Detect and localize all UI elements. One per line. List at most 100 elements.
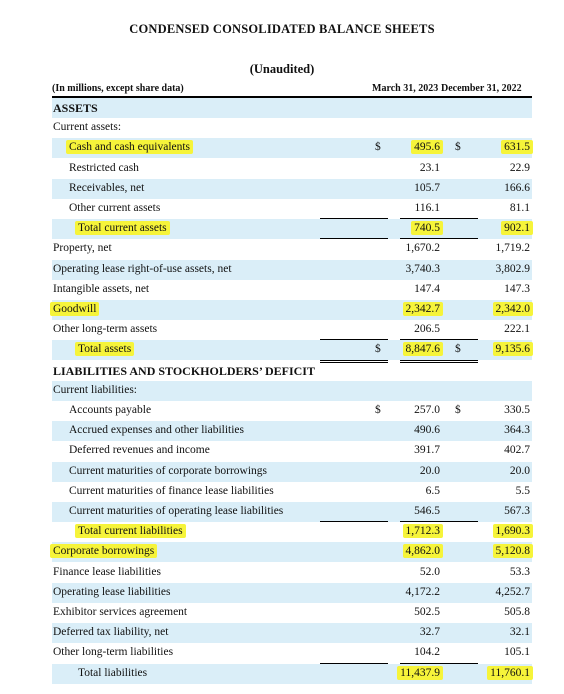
table-row: Other long-term liabilities 104.2 105.1 [52, 643, 532, 663]
value-december-2022: 166.6 [504, 181, 530, 194]
table-row: Current liabilities: [52, 380, 532, 401]
table-row: Accrued expenses and other liabilities 49… [52, 421, 532, 442]
value-december-2022: 567.3 [504, 505, 530, 517]
row-label: Property, net [53, 242, 112, 255]
value-december-2022: 402.7 [504, 444, 530, 457]
table-row: Finance lease liabilities 52.0 53.3 [52, 563, 532, 583]
table-row: Total assets $8,847.6 $9,135.6 [52, 340, 533, 361]
table-row: Restricted cash 23.1 22.9 [52, 159, 532, 179]
table-row: Current maturities of operating lease li… [52, 502, 532, 522]
row-label: Exhibitor services agreement [53, 606, 188, 618]
row-label: Intangible assets, net [53, 282, 150, 295]
highlight-mark: 11,760.1 [487, 665, 533, 680]
row-label: Deferred tax liability, net [53, 626, 169, 639]
table-row: Accounts payable $257.0 $330.5 [52, 401, 532, 421]
highlight-mark: 740.5 [411, 221, 443, 236]
table-row: Operating lease right-of-use assets, net… [52, 259, 532, 280]
highlight-mark: 4,862.0 [402, 544, 443, 559]
total-underline [400, 238, 478, 240]
value-march-2023: 2,342.7 [392, 302, 443, 316]
highlight-mark: Total current liabilities [75, 524, 186, 539]
value-march-2023: 11,437.9 [392, 665, 443, 680]
page-subtitle: (Unaudited) [249, 62, 315, 76]
table-row: Operating lease liabilities 4,172.2 4,252.… [52, 582, 532, 603]
value-december-2022: 105.1 [504, 646, 530, 659]
value-march-2023: 8,847.6 [392, 342, 443, 357]
total-underline [400, 521, 478, 523]
table-row: Deferred revenues and income 391.7 402.7 [52, 441, 532, 461]
table-row: Intangible assets, net 147.4 147.3 [52, 280, 532, 300]
row-label: Current maturities of operating lease li… [69, 505, 284, 517]
value-march-2023: 4,862.0 [392, 544, 443, 559]
value-december-2022: 2,342.0 [474, 302, 533, 316]
value-december-2022: 5,120.8 [474, 544, 533, 559]
header-divider [52, 96, 532, 98]
column-header-december-2022: December 31, 2022 [441, 83, 522, 94]
row-label: Operating lease right-of-use assets, net [53, 262, 232, 275]
table-row: Receivables, net 105.7 166.6 [52, 178, 532, 199]
row-label: Accrued expenses and other liabilities [69, 424, 244, 437]
currency-symbol: $ [375, 404, 381, 416]
highlight-mark: 8,847.6 [402, 342, 443, 357]
highlight-mark: 11,437.9 [397, 665, 443, 680]
row-label: Receivables, net [69, 181, 145, 194]
value-december-2022: 364.3 [504, 424, 530, 437]
value-march-2023: 52.0 [419, 565, 440, 578]
currency-symbol: $ [375, 141, 381, 154]
total-underline [400, 662, 478, 664]
value-december-2022: 81.1 [509, 202, 530, 214]
value-march-2023: 23.1 [419, 161, 440, 174]
value-march-2023: 116.1 [414, 202, 440, 214]
row-label: Accounts payable [69, 404, 152, 416]
table-row: Cash and cash equivalents $495.6 $631.5 [52, 138, 533, 159]
total-underline [400, 339, 478, 341]
value-december-2022: 902.1 [474, 221, 533, 236]
table-row: Other current assets 116.1 81.1 [52, 199, 532, 219]
row-label: Total liabilities [78, 666, 148, 679]
value-december-2022: 505.8 [504, 606, 530, 618]
value-march-2023: 1,712.3 [392, 524, 443, 539]
total-underline [320, 218, 388, 220]
row-label: Current liabilities: [53, 383, 137, 396]
table-row: Total current liabilities 1,712.3 1,690.3 [52, 522, 533, 542]
row-label: Total assets [75, 342, 135, 357]
value-march-2023: 546.5 [414, 505, 440, 517]
row-label: Corporate borrowings [50, 544, 158, 559]
section-header-row: LIABILITIES AND STOCKHOLDERS’ DEFICIT [52, 361, 532, 381]
row-label: Current assets: [53, 121, 122, 134]
table-row: Exhibitor services agreement 502.5 505.8 [52, 603, 532, 623]
table-row: Current maturities of finance lease liab… [52, 482, 532, 502]
value-december-2022: 330.5 [504, 404, 530, 416]
value-march-2023: 32.7 [419, 626, 440, 639]
row-label: Current maturities of finance lease liab… [69, 484, 274, 497]
row-label: ASSETS [53, 101, 98, 115]
value-december-2022: 32.1 [509, 626, 530, 639]
row-label: Other long-term liabilities [53, 646, 174, 659]
table-row: Current assets: [52, 118, 532, 138]
value-december-2022: 4,252.7 [495, 585, 531, 598]
currency-symbol: $ [455, 404, 461, 416]
table-row: Total current assets 740.5 902.1 [52, 219, 533, 240]
row-label: Current maturities of corporate borrowin… [69, 464, 267, 477]
currency-symbol: $ [455, 343, 461, 356]
highlight-mark: Total current assets [75, 221, 170, 236]
highlight-mark: 2,342.7 [402, 302, 443, 316]
value-march-2023: 20.0 [419, 464, 440, 477]
value-march-2023: 257.0 [414, 404, 440, 416]
page-title: CONDENSED CONSOLIDATED BALANCE SHEETS [129, 22, 435, 36]
highlight-mark: Cash and cash equivalents [66, 140, 194, 155]
total-underline [320, 521, 388, 523]
value-december-2022: 631.5 [474, 140, 533, 155]
value-december-2022: 222.1 [504, 323, 530, 336]
highlight-mark: 902.1 [501, 221, 533, 236]
highlight-mark: 1,690.3 [492, 524, 533, 539]
value-march-2023: 206.5 [414, 323, 440, 336]
section-header-row: ASSETS [52, 98, 532, 118]
total-underline [320, 238, 388, 240]
value-march-2023: 147.4 [414, 282, 440, 295]
row-label: Other current assets [69, 202, 161, 214]
value-march-2023: 502.5 [414, 606, 440, 618]
value-march-2023: 6.5 [425, 484, 440, 497]
highlight-mark: Corporate borrowings [50, 544, 158, 559]
units-label: (In millions, except share data) [52, 83, 184, 94]
